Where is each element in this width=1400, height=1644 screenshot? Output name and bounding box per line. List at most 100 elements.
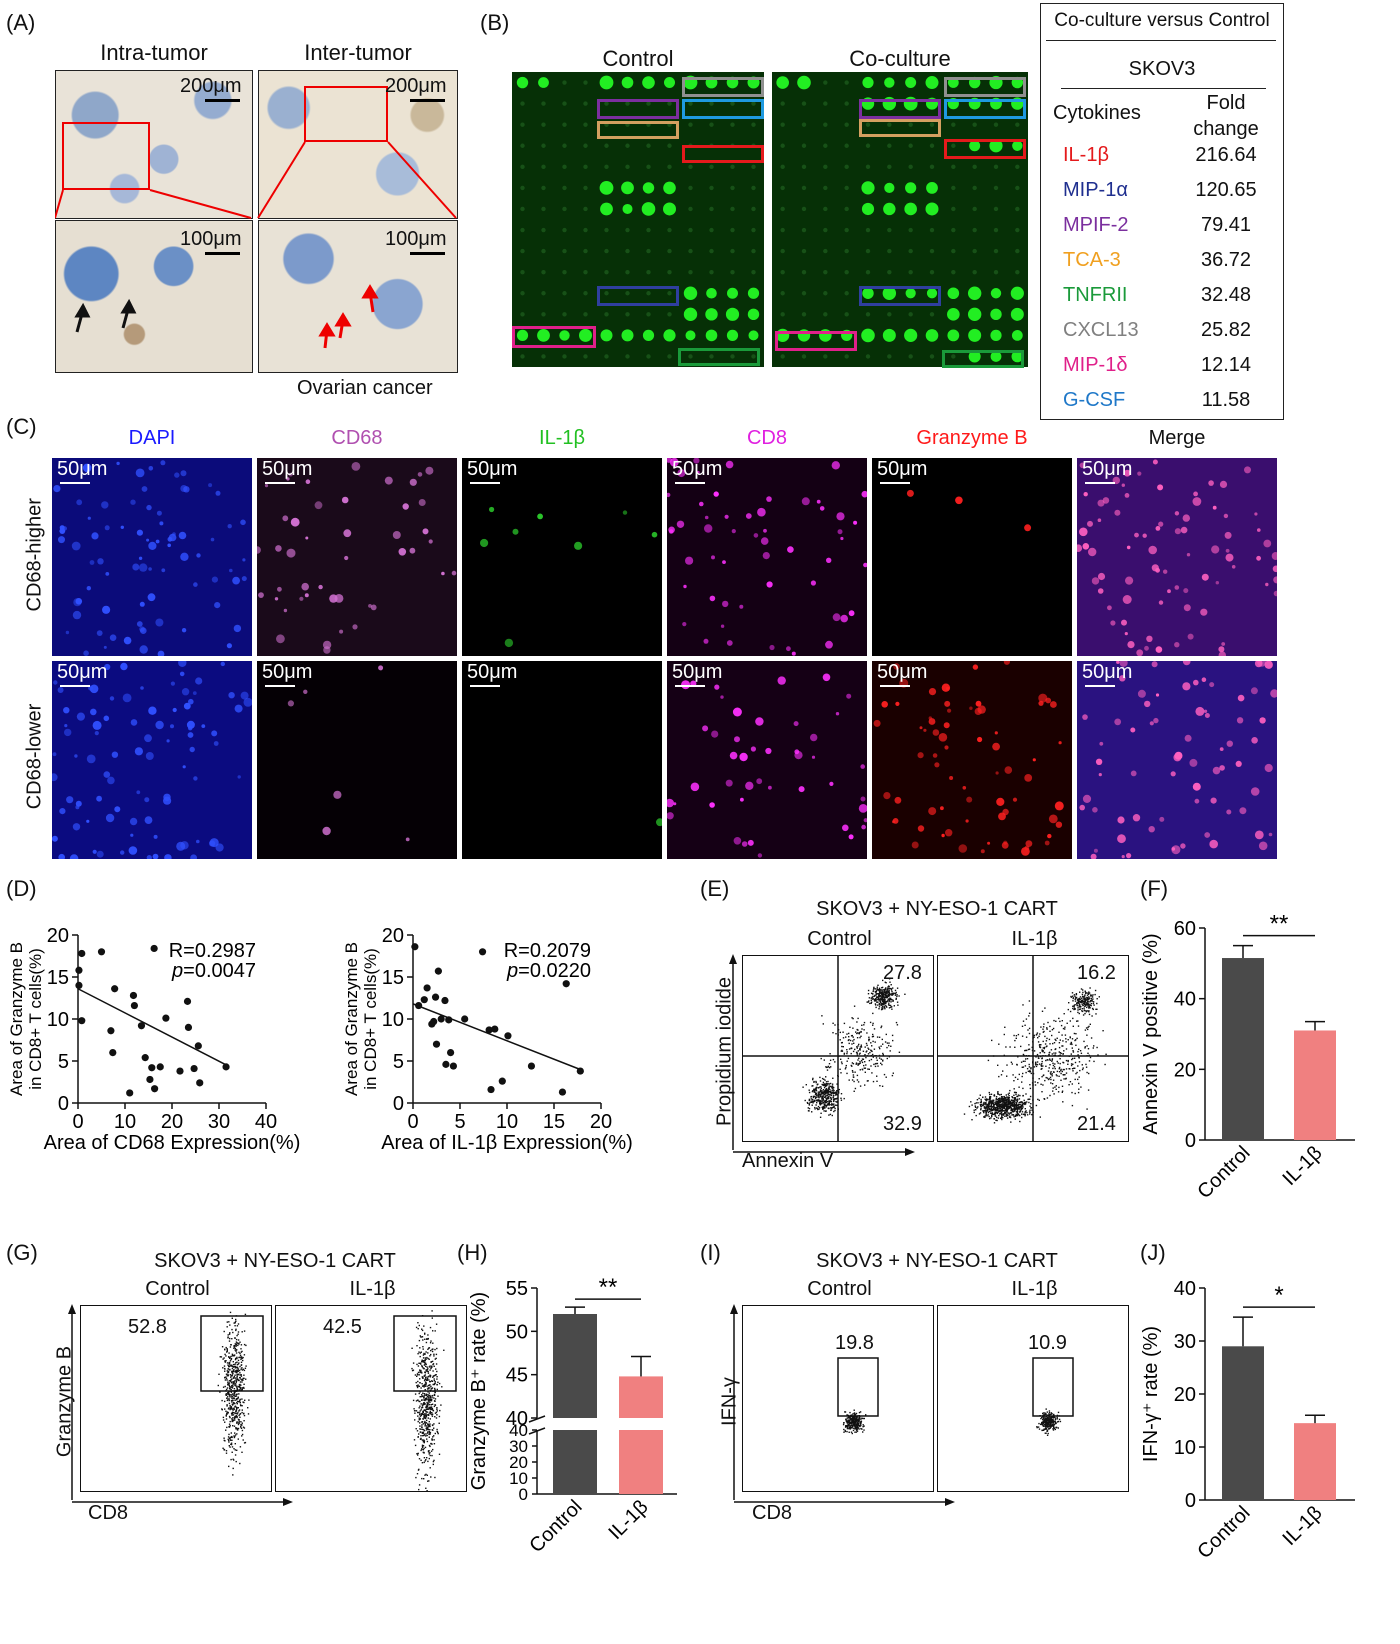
- event-dot: [232, 1385, 234, 1387]
- event-dot: [1088, 1007, 1090, 1009]
- event-dot: [434, 1374, 436, 1377]
- event-dot: [998, 1099, 1001, 1101]
- event-dot: [1084, 1029, 1087, 1031]
- event-dot: [421, 1462, 424, 1464]
- event-dot: [242, 1356, 244, 1359]
- event-dot: [1046, 1425, 1048, 1428]
- event-dot: [824, 1110, 827, 1112]
- array-spot: [780, 291, 785, 296]
- panelI-xlabel: CD8: [752, 1502, 793, 1524]
- event-dot: [232, 1331, 234, 1334]
- array-spot: [520, 143, 525, 148]
- event-dot: [425, 1363, 427, 1365]
- event-dot: [823, 1105, 825, 1108]
- event-dot: [881, 1063, 883, 1066]
- event-dot: [856, 1074, 859, 1077]
- event-dot: [424, 1402, 426, 1405]
- event-dot: [1054, 1428, 1056, 1431]
- event-dot: [1003, 1101, 1006, 1103]
- event-dot: [863, 1055, 866, 1057]
- x-tick-label: IL-1β: [1278, 1502, 1326, 1550]
- event-dot: [1043, 1422, 1045, 1424]
- array-spot: [709, 206, 714, 212]
- event-dot: [992, 1105, 994, 1108]
- event-dot: [848, 1419, 850, 1422]
- event-dot: [822, 1098, 824, 1100]
- event-dot: [420, 1403, 422, 1405]
- event-dot: [1003, 1113, 1005, 1115]
- event-dot: [882, 1007, 884, 1009]
- event-dot: [416, 1345, 418, 1347]
- event-dot: [827, 1090, 829, 1092]
- event-dot: [881, 995, 883, 997]
- event-dot: [1040, 1417, 1042, 1420]
- event-dot: [851, 1419, 853, 1421]
- event-dot: [823, 1086, 826, 1089]
- event-dot: [1063, 1078, 1065, 1080]
- event-dot: [423, 1386, 425, 1388]
- event-dot: [1041, 1423, 1043, 1426]
- array-spot: [797, 75, 811, 90]
- data-point: [196, 1079, 204, 1087]
- array-spot: [663, 329, 676, 342]
- event-dot: [422, 1357, 425, 1359]
- event-dot: [1020, 1107, 1022, 1110]
- event-dot: [850, 1414, 853, 1416]
- event-dot: [849, 1425, 851, 1427]
- event-dot: [1015, 1103, 1017, 1106]
- event-dot: [1022, 1004, 1024, 1006]
- event-dot: [882, 1059, 884, 1061]
- event-dot: [995, 1106, 997, 1109]
- event-dot: [887, 995, 889, 998]
- event-dot: [874, 988, 876, 990]
- event-dot: [998, 1114, 1000, 1117]
- array-spot: [993, 164, 999, 170]
- event-dot: [423, 1416, 425, 1418]
- event-dot: [236, 1421, 238, 1423]
- array-spot: [887, 164, 892, 170]
- event-dot: [1035, 1104, 1038, 1107]
- event-dot: [226, 1348, 228, 1350]
- data-point: [445, 1016, 453, 1024]
- event-dot: [832, 1097, 835, 1099]
- event-dot: [1021, 1104, 1024, 1107]
- x-tick-label: 40: [255, 1111, 277, 1133]
- event-dot: [232, 1420, 234, 1423]
- event-dot: [830, 1094, 833, 1096]
- panelG-cond-control: Control: [145, 1278, 210, 1300]
- event-dot: [1005, 1094, 1007, 1096]
- event-dot: [429, 1411, 432, 1414]
- array-spot: [730, 206, 735, 212]
- event-dot: [422, 1451, 424, 1454]
- panelA-caption: Ovarian cancer: [297, 377, 433, 399]
- event-dot: [822, 1100, 824, 1102]
- event-dot: [854, 1413, 857, 1416]
- event-dot: [830, 1096, 832, 1099]
- event-dot: [1078, 1006, 1081, 1008]
- event-dot: [226, 1370, 228, 1372]
- event-dot: [417, 1384, 419, 1386]
- event-dot: [1044, 1043, 1047, 1045]
- event-dot: [428, 1347, 430, 1349]
- event-dot: [420, 1369, 422, 1372]
- event-dot: [236, 1374, 238, 1376]
- event-dot: [423, 1447, 425, 1450]
- event-dot: [422, 1360, 424, 1363]
- event-dot: [896, 1024, 899, 1026]
- event-dot: [835, 1033, 837, 1035]
- event-dot: [991, 1106, 993, 1108]
- array-spot: [520, 185, 525, 191]
- event-dot: [827, 1097, 829, 1099]
- array-spot: [562, 269, 567, 275]
- event-dot: [418, 1488, 420, 1491]
- event-dot: [241, 1379, 243, 1381]
- event-dot: [231, 1412, 234, 1415]
- array-spot: [583, 164, 588, 170]
- scale-bar: [675, 482, 705, 484]
- event-dot: [240, 1404, 242, 1407]
- event-dot: [989, 1093, 991, 1096]
- scale-label: 50μm: [262, 661, 313, 683]
- event-dot: [236, 1449, 238, 1451]
- event-dot: [859, 1417, 861, 1419]
- event-dot: [1063, 1074, 1065, 1076]
